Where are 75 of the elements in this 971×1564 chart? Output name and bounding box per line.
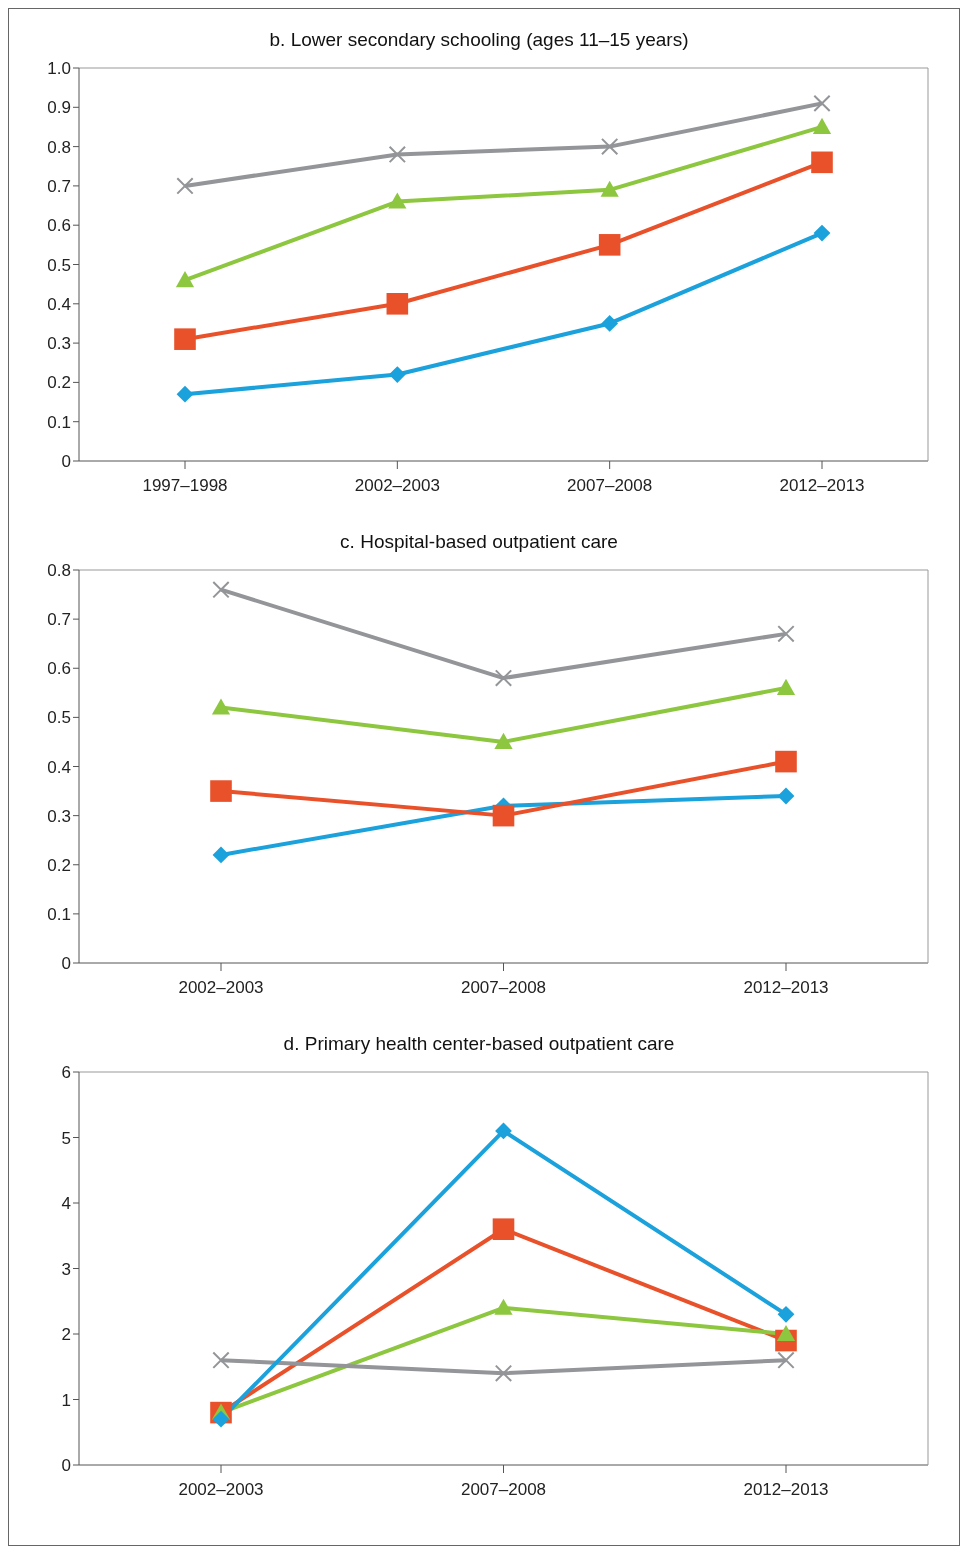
chart-title: c. Hospital-based outpatient care bbox=[339, 531, 619, 553]
point bbox=[777, 1351, 795, 1369]
y-tick-label: 5 bbox=[61, 1128, 71, 1148]
y-tick-label: 0.9 bbox=[47, 98, 71, 118]
y-tick-label: 0.2 bbox=[47, 855, 71, 875]
y-tick-label: 0.7 bbox=[47, 610, 71, 630]
point bbox=[777, 787, 795, 805]
point bbox=[212, 1351, 230, 1369]
point bbox=[811, 151, 833, 174]
point bbox=[175, 271, 195, 288]
point bbox=[176, 385, 194, 403]
chart-title: b. Lower secondary schooling (ages 11–15 years) bbox=[268, 29, 690, 51]
y-tick-label: 0.6 bbox=[47, 659, 71, 679]
y-tick-label: 0.1 bbox=[47, 412, 71, 432]
y-tick-label: 1.0 bbox=[47, 59, 71, 79]
y-tick-label: 0.3 bbox=[47, 334, 71, 354]
y-tick-label: 0.2 bbox=[47, 373, 71, 393]
x-tick-label: 2002–2003 bbox=[178, 978, 264, 998]
y-tick-label: 0 bbox=[61, 452, 71, 472]
point bbox=[388, 366, 406, 383]
y-tick-label: 1 bbox=[61, 1390, 71, 1410]
point bbox=[494, 1298, 513, 1315]
point bbox=[211, 698, 231, 715]
point bbox=[598, 234, 621, 256]
point bbox=[600, 180, 619, 197]
y-tick-label: 3 bbox=[61, 1259, 71, 1279]
point bbox=[210, 780, 232, 802]
y-tick-label: 4 bbox=[61, 1194, 71, 1214]
chart-title: d. Primary health center-based outpatient care bbox=[282, 1033, 676, 1055]
point bbox=[600, 137, 619, 156]
point bbox=[777, 1305, 795, 1323]
point bbox=[492, 1218, 515, 1240]
x-tick-label: 1997–1998 bbox=[142, 476, 228, 496]
y-tick-label: 0.6 bbox=[47, 216, 71, 236]
point bbox=[812, 117, 832, 134]
point bbox=[601, 315, 619, 332]
point bbox=[494, 669, 513, 687]
y-tick-label: 0 bbox=[61, 1456, 71, 1476]
point bbox=[388, 145, 407, 164]
y-tick-label: 0.7 bbox=[47, 176, 71, 196]
y-tick-label: 0.5 bbox=[47, 255, 71, 275]
point bbox=[176, 177, 194, 195]
x-tick-label: 2007–2008 bbox=[460, 1480, 547, 1500]
point bbox=[494, 732, 513, 749]
x-tick-label: 2002–2003 bbox=[178, 1480, 264, 1500]
point bbox=[174, 328, 196, 350]
y-tick-label: 0.3 bbox=[47, 806, 71, 826]
x-tick-label: 2007–2008 bbox=[567, 476, 653, 496]
point bbox=[212, 846, 230, 864]
point bbox=[813, 224, 831, 242]
point bbox=[775, 750, 797, 773]
point bbox=[386, 293, 409, 315]
y-tick-label: 0.8 bbox=[47, 561, 71, 581]
y-tick-label: 0.8 bbox=[47, 137, 71, 157]
y-tick-label: 0 bbox=[61, 954, 71, 974]
point bbox=[777, 625, 795, 643]
y-tick-label: 6 bbox=[61, 1063, 71, 1083]
x-tick-label: 2002–2003 bbox=[354, 476, 440, 496]
point bbox=[776, 1324, 796, 1341]
x-tick-label: 2012–2013 bbox=[779, 476, 865, 496]
y-tick-label: 0.1 bbox=[47, 904, 71, 924]
point bbox=[388, 192, 407, 209]
point bbox=[776, 678, 796, 695]
point bbox=[212, 580, 230, 599]
y-tick-label: 2 bbox=[61, 1325, 71, 1345]
y-tick-label: 0.4 bbox=[47, 757, 71, 777]
point bbox=[492, 804, 515, 827]
point bbox=[494, 1364, 513, 1382]
y-tick-label: 0.5 bbox=[47, 708, 71, 728]
x-tick-label: 2007–2008 bbox=[460, 978, 547, 998]
point bbox=[495, 1122, 512, 1140]
x-tick-label: 2012–2013 bbox=[743, 978, 829, 998]
x-tick-label: 2012–2013 bbox=[743, 1480, 829, 1500]
point bbox=[813, 94, 831, 113]
y-tick-label: 0.4 bbox=[47, 294, 71, 314]
